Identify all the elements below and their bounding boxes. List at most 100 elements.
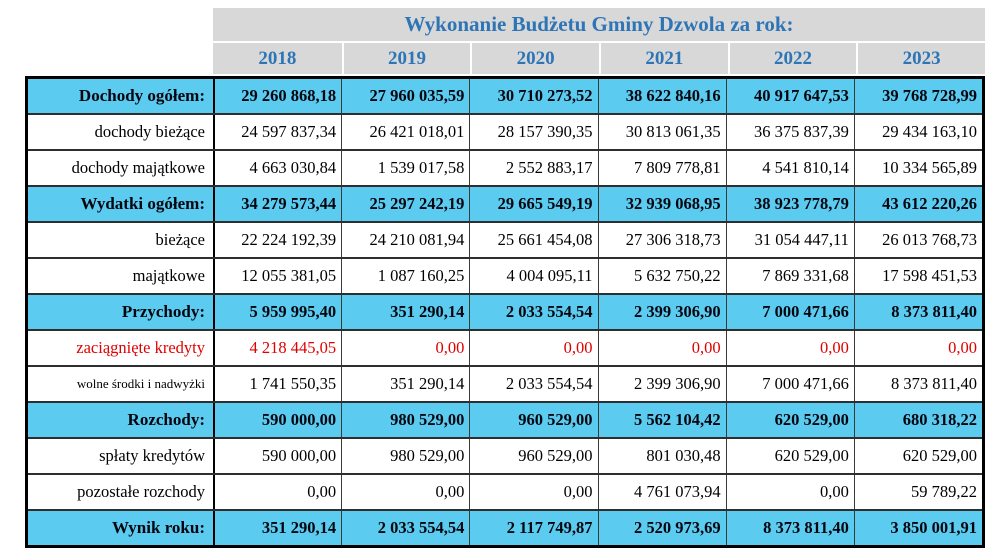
value-cell: 2 399 306,90: [597, 367, 726, 401]
value-cell: 3 850 001,91: [853, 511, 982, 545]
value-cell: 38 923 778,79: [725, 187, 854, 221]
value-cell: 4 541 810,14: [725, 151, 854, 185]
value-cell: 10 334 565,89: [853, 151, 982, 185]
value-cell: 5 632 750,22: [597, 259, 726, 293]
row-label: dochody bieżące: [94, 122, 205, 141]
budget-table: Dochody ogółem: 29 260 868,18 27 960 035,5…: [25, 76, 985, 548]
header-spacer: [25, 43, 213, 74]
value-cell: 5 562 104,42: [597, 403, 726, 437]
table-header-title-row: Wykonanie Budżetu Gminy Dzwola za rok:: [25, 8, 985, 41]
value-cell: 0,00: [725, 475, 854, 509]
year-column-header: 2019: [341, 43, 471, 74]
year-column-header: 2018: [213, 43, 342, 74]
row-label: dochody majątkowe: [71, 158, 205, 177]
value-cell: 351 290,14: [213, 511, 341, 545]
value-cell: 980 529,00: [341, 439, 469, 473]
value-cell: 7 000 471,66: [725, 295, 854, 329]
row-label: zaciągnięte kredyty: [76, 338, 205, 357]
value-cell: 5 959 995,40: [213, 295, 341, 329]
value-cell: 25 297 242,19: [341, 187, 469, 221]
value-cell: 0,00: [725, 331, 854, 365]
value-cell: 0,00: [341, 475, 469, 509]
value-cell: 0,00: [213, 475, 341, 509]
value-cell: 7 000 471,66: [725, 367, 854, 401]
value-cell: 40 917 647,53: [725, 79, 854, 113]
value-cell: 980 529,00: [341, 403, 469, 437]
value-cell: 620 529,00: [853, 439, 982, 473]
value-cell: 26 421 018,01: [341, 115, 469, 149]
value-cell: 1 087 160,25: [341, 259, 469, 293]
value-cell: 620 529,00: [725, 439, 854, 473]
row-label: Przychody:: [121, 302, 205, 321]
table-row: Dochody ogółem: 29 260 868,18 27 960 035,5…: [28, 79, 982, 113]
value-cell: 2 399 306,90: [597, 295, 726, 329]
table-row: majątkowe 12 055 381,05 1 087 160,25 4 004 …: [28, 257, 982, 293]
value-cell: 2 520 973,69: [597, 511, 726, 545]
value-cell: 0,00: [469, 331, 597, 365]
table-row: bieżące 22 224 192,39 24 210 081,94 25 661 …: [28, 221, 982, 257]
row-label: Dochody ogółem:: [78, 86, 205, 105]
value-cell: 22 224 192,39: [213, 223, 341, 257]
value-cell: 31 054 447,11: [725, 223, 854, 257]
table-row: dochody bieżące 24 597 837,34 26 421 018,0…: [28, 113, 982, 149]
value-cell: 0,00: [469, 475, 597, 509]
value-cell: 4 663 030,84: [213, 151, 341, 185]
value-cell: 960 529,00: [469, 403, 597, 437]
table-row: Rozchody: 590 000,00 980 529,00 960 529,00 5…: [28, 401, 982, 437]
value-cell: 29 434 163,10: [853, 115, 982, 149]
value-cell: 39 768 728,99: [853, 79, 982, 113]
table-header-years-row: 2018 2019 2020 2021 2022 2023: [25, 43, 985, 74]
header-spacer: [25, 8, 213, 41]
year-column-header: 2022: [727, 43, 857, 74]
value-cell: 30 813 061,35: [597, 115, 726, 149]
row-label: Rozchody:: [127, 410, 205, 429]
value-cell: 351 290,14: [341, 295, 469, 329]
value-cell: 29 665 549,19: [469, 187, 597, 221]
value-cell: 29 260 868,18: [213, 79, 341, 113]
value-cell: 24 210 081,94: [341, 223, 469, 257]
value-cell: 25 661 454,08: [469, 223, 597, 257]
year-column-header: 2020: [470, 43, 599, 74]
value-cell: 2 033 554,54: [469, 295, 597, 329]
table-row: zaciągnięte kredyty 4 218 445,05 0,00 0,00 0…: [28, 329, 982, 365]
row-label: pozostałe rozchody: [77, 482, 205, 501]
value-cell: 0,00: [341, 331, 469, 365]
row-label: Wynik roku:: [111, 518, 205, 537]
value-cell: 7 809 778,81: [597, 151, 726, 185]
value-cell: 34 279 573,44: [213, 187, 341, 221]
value-cell: 4 004 095,11: [469, 259, 597, 293]
value-cell: 801 030,48: [597, 439, 726, 473]
value-cell: 0,00: [853, 331, 982, 365]
value-cell: 4 761 073,94: [597, 475, 726, 509]
value-cell: 4 218 445,05: [213, 331, 341, 365]
value-cell: 2 552 883,17: [469, 151, 597, 185]
value-cell: 27 306 318,73: [597, 223, 726, 257]
value-cell: 620 529,00: [725, 403, 854, 437]
table-row: Przychody: 5 959 995,40 351 290,14 2 033 55…: [28, 293, 982, 329]
value-cell: 7 869 331,68: [725, 259, 854, 293]
value-cell: 1 539 017,58: [341, 151, 469, 185]
value-cell: 8 373 811,40: [725, 511, 854, 545]
table-row: spłaty kredytów 590 000,00 980 529,00 960 5…: [28, 437, 982, 473]
table-row: wolne środki i nadwyżki 1 741 550,35 351 2…: [28, 365, 982, 401]
value-cell: 28 157 390,35: [469, 115, 597, 149]
value-cell: 27 960 035,59: [341, 79, 469, 113]
value-cell: 351 290,14: [341, 367, 469, 401]
value-cell: 38 622 840,16: [597, 79, 726, 113]
table-row: dochody majątkowe 4 663 030,84 1 539 017,5…: [28, 149, 982, 185]
value-cell: 680 318,22: [853, 403, 982, 437]
value-cell: 32 939 068,95: [597, 187, 726, 221]
table-row: pozostałe rozchody 0,00 0,00 0,00 4 761 073,…: [28, 473, 982, 509]
value-cell: 1 741 550,35: [213, 367, 341, 401]
row-label: spłaty kredytów: [99, 446, 205, 465]
value-cell: 12 055 381,05: [213, 259, 341, 293]
row-label: bieżące: [155, 230, 205, 249]
value-cell: 590 000,00: [213, 403, 341, 437]
table-title: Wykonanie Budżetu Gminy Dzwola za rok:: [213, 8, 985, 41]
value-cell: 24 597 837,34: [213, 115, 341, 149]
table-row: Wydatki ogółem: 34 279 573,44 25 297 242,1…: [28, 185, 982, 221]
row-label: wolne środki i nadwyżki: [76, 376, 205, 391]
value-cell: 0,00: [597, 331, 726, 365]
year-column-header: 2021: [599, 43, 728, 74]
